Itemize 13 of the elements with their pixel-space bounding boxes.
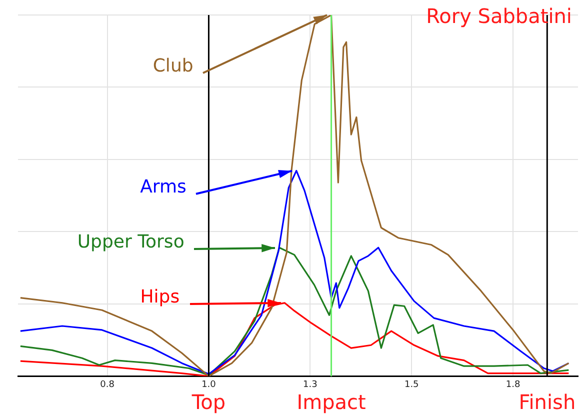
chart-title: Rory Sabbatini (426, 4, 572, 28)
x-tick-label: 1.8 (506, 380, 520, 390)
x-tick-label: 1.5 (404, 380, 419, 390)
text: Hips (140, 286, 180, 308)
ref-line-label: Impact (296, 390, 366, 414)
ref-line-label: Top (190, 390, 226, 414)
legend-label: Upper Torso (77, 231, 184, 252)
x-tick-label: 0.8 (100, 380, 115, 390)
text: Arms (140, 176, 186, 198)
x-tick-label: 1.0 (202, 380, 216, 390)
ref-line-label: Finish (518, 390, 576, 414)
x-tick-label: 1.3 (303, 380, 318, 390)
text: Club (152, 56, 194, 77)
